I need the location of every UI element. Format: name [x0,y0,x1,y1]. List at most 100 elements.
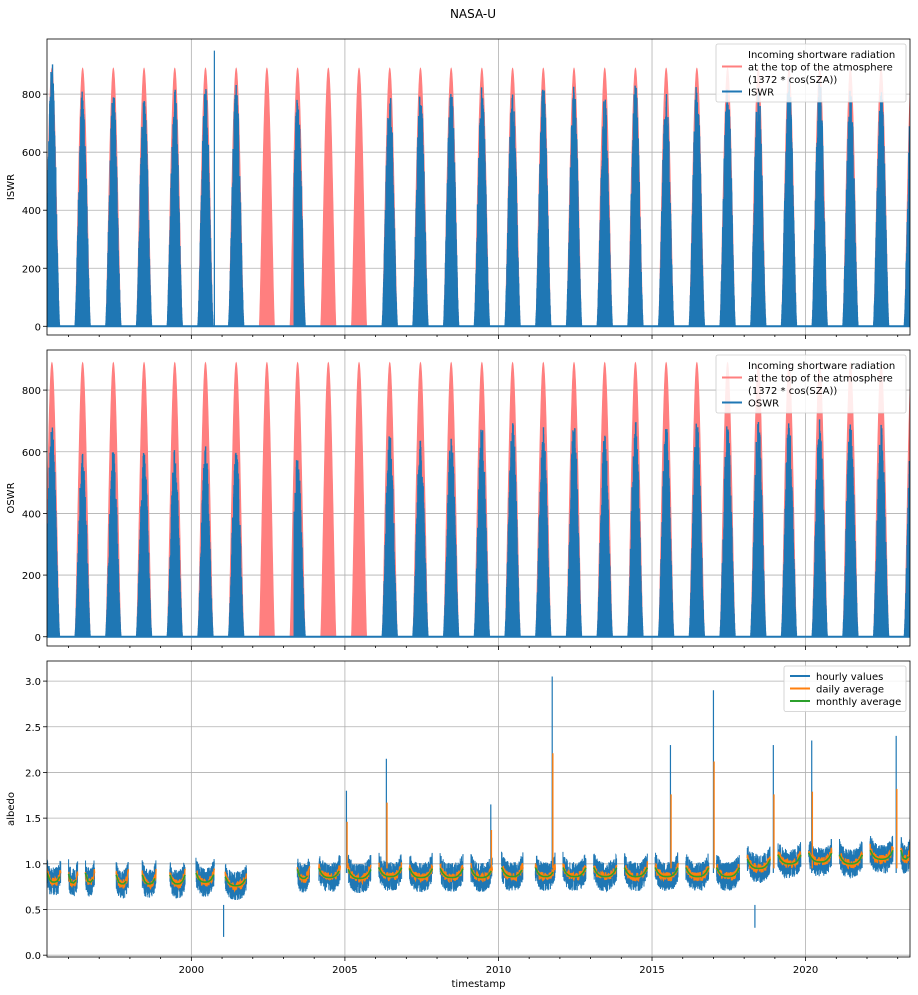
obs-season [565,428,583,637]
legend-label: daily average [816,685,884,696]
obs-season [127,100,160,327]
y-tick-label: 200 [22,264,41,275]
legend-label: (1372 * cos(SZA)) [748,75,837,86]
obs-season [105,452,122,637]
y-tick-label: 3.0 [25,677,41,688]
obs-season [381,436,398,637]
y-tick-label: 800 [22,386,41,397]
obs-season [465,87,498,327]
x-tick-label: 2000 [179,965,204,976]
y-tick-label: 800 [22,90,41,101]
y-axis-label: ISWR [6,174,17,200]
x-tick-label: 2020 [793,965,818,976]
obs-season [373,98,406,327]
legend: Incoming shortware radiation at the top o… [715,43,907,103]
y-tick-label: 0 [35,322,41,333]
legend-label: hourly values [816,672,883,683]
obs-season [596,435,613,637]
obs-season [473,429,491,637]
legend: Incoming shortware radiation at the top o… [715,354,907,414]
obs-season [872,424,890,637]
obs-season [535,427,552,637]
obs-season [404,96,437,327]
x-tick-label: 2010 [486,965,511,976]
obs-season [803,81,836,327]
obs-season [527,89,560,327]
legend-label: OSWR [748,399,779,410]
y-tick-label: 0.5 [25,905,41,916]
obs-season [619,85,652,327]
y-tick-label: 2.0 [25,768,41,779]
figure-title: NASA-U [450,7,496,21]
obs-season [834,90,867,327]
y-tick-label: 1.5 [25,814,41,825]
obs-season [680,87,713,327]
obs-season [742,87,775,327]
obs-season [72,91,97,327]
legend-label: monthly average [816,697,901,708]
obs-season [47,427,61,637]
obs-season [293,460,306,637]
obs-season [189,89,222,327]
obs-season [627,422,644,637]
y-tick-label: 200 [22,571,41,582]
legend-label: at the top of the atmosphere [748,63,893,74]
obs-season [750,422,767,637]
x-axis-label: timestamp [452,979,506,990]
axes-frame [46,349,911,647]
y-tick-label: 0.0 [25,951,41,962]
obs-season [588,99,621,327]
obs-season [719,426,736,637]
axes-frame [46,660,911,958]
legend-box [783,665,907,712]
obs-season [811,419,828,637]
legend-box [715,43,907,103]
obs-season [657,429,675,637]
axes-frame [46,38,911,336]
legend-label: at the top of the atmosphere [748,374,893,385]
y-tick-label: 1.0 [25,860,41,871]
obs-season [197,446,214,637]
obs-season [865,92,898,327]
obs-season [74,453,91,637]
legend-label: Incoming shortware radiation [748,361,895,372]
obs-season [903,461,910,637]
y-tick-label: 600 [22,448,41,459]
legend-label: (1372 * cos(SZA)) [748,386,837,397]
hourly-values-series [47,835,910,901]
y-tick-label: 0 [35,633,41,644]
obs-season [780,423,798,637]
monthly-average-series [47,849,910,887]
y-tick-label: 400 [22,206,41,217]
legend-box [715,354,907,414]
obs-season [227,452,245,637]
y-axis-label: albedo [6,792,17,826]
x-tick-label: 2015 [639,965,664,976]
obs-season [158,89,191,327]
obs-season [711,89,744,327]
obs-season [412,440,429,637]
obs-season [842,424,859,637]
y-axis-label: OSWR [6,482,17,513]
x-tick-label: 2005 [332,965,357,976]
obs-season [504,423,521,637]
panel-albedo: 0.0 0.5 1.0 1.5 2.0 2.5 3.0 2000 2005 2010 2015 202… [6,660,911,990]
legend-label: ISWR [748,88,774,99]
obs-season [557,86,590,327]
obs-season [772,77,805,327]
obs-season [220,84,249,327]
obs-season [166,450,183,637]
obs-season [293,99,314,327]
y-tick-label: 400 [22,509,41,520]
obs-season [47,64,66,327]
obs-season [135,453,153,637]
obs-season [688,423,706,637]
y-tick-label: 2.5 [25,723,41,734]
legend-label: Incoming shortware radiation [748,50,895,61]
obs-season [442,438,460,637]
y-tick-label: 600 [22,148,41,159]
